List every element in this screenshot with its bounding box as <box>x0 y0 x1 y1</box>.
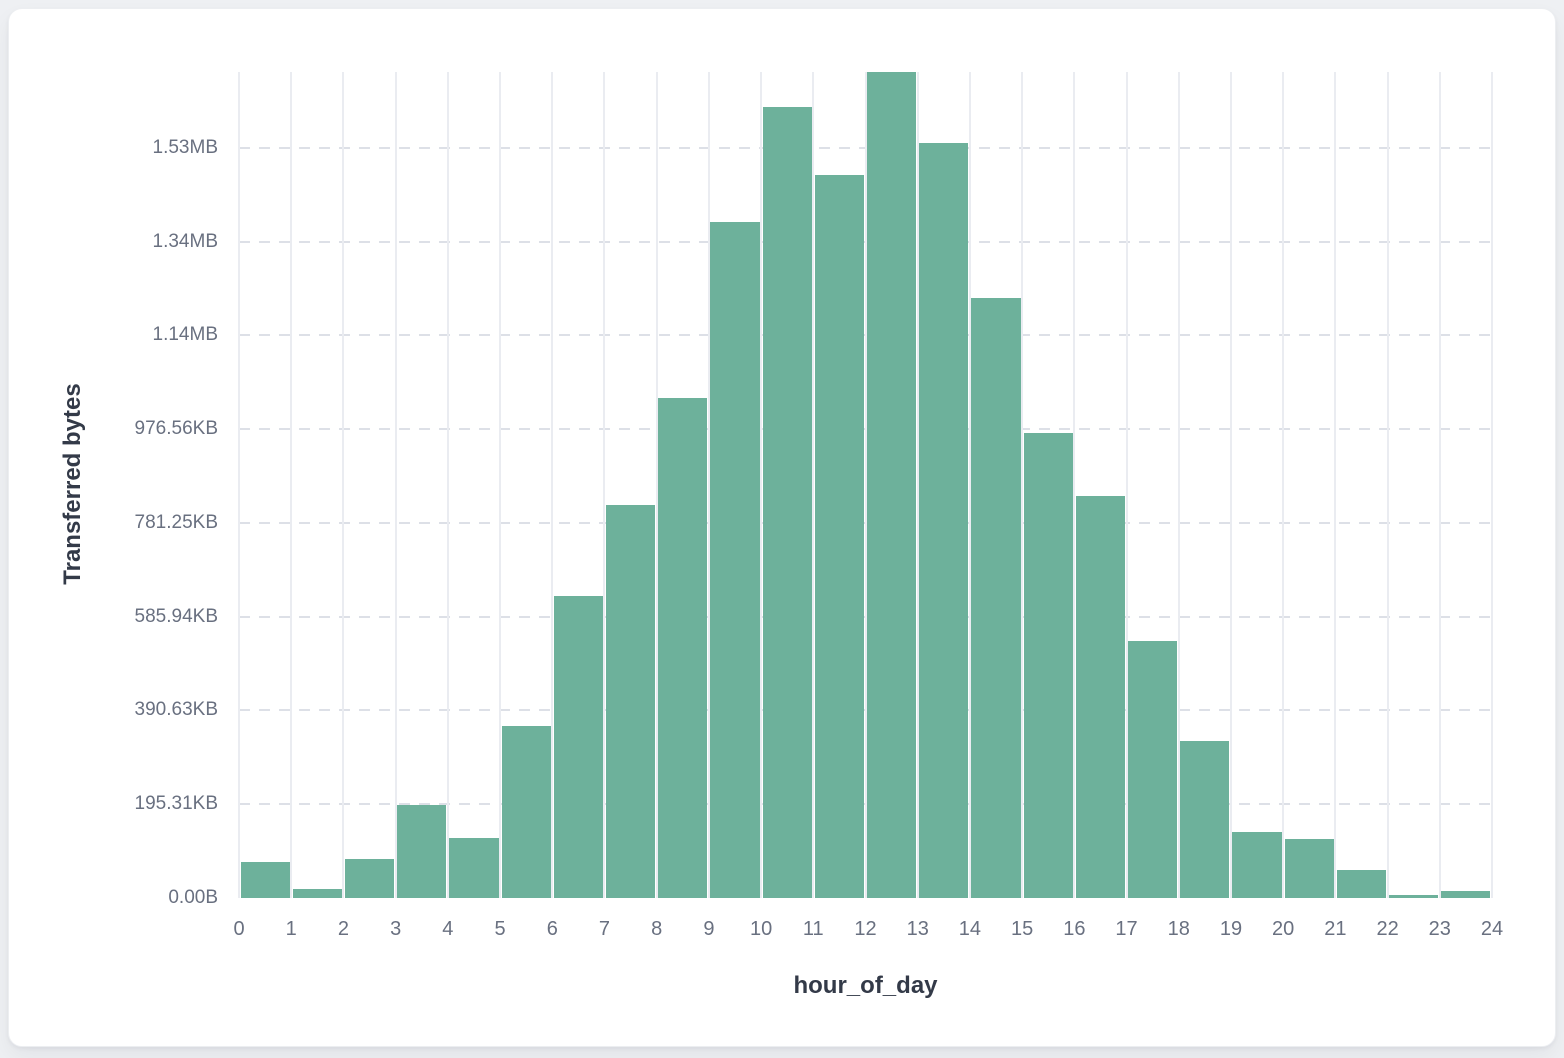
y-axis-tick-label: 1.14MB <box>152 324 218 346</box>
x-gridline <box>394 72 397 898</box>
histogram-bar-hour-4[interactable] <box>449 838 499 898</box>
x-gridline <box>1021 72 1024 898</box>
x-axis-tick-label: 23 <box>1428 918 1451 940</box>
x-axis-tick-label: 11 <box>802 918 824 940</box>
y-axis-tick-label: 195.31KB <box>134 793 218 815</box>
x-axis-tick-label: 6 <box>546 918 558 940</box>
histogram-bar-hour-5[interactable] <box>501 725 551 898</box>
x-gridline <box>551 72 554 898</box>
histogram-bar-hour-18[interactable] <box>1180 740 1230 898</box>
histogram-bar-hour-13[interactable] <box>919 143 969 898</box>
x-axis-tick-label: 15 <box>1011 918 1034 940</box>
histogram-bar-hour-0[interactable] <box>240 862 290 898</box>
histogram-bar-hour-8[interactable] <box>658 397 708 898</box>
histogram-bar-hour-19[interactable] <box>1232 831 1282 898</box>
x-gridline <box>1334 72 1337 898</box>
x-gridline <box>707 72 710 898</box>
histogram-bar-hour-6[interactable] <box>553 596 603 898</box>
x-axis-tick-label: 13 <box>906 918 929 940</box>
x-axis-tick-label: 0 <box>233 918 245 940</box>
x-axis-tick-label: 16 <box>1063 918 1086 940</box>
histogram-bar-hour-16[interactable] <box>1075 495 1126 898</box>
x-axis-tick-label: 10 <box>749 918 773 940</box>
x-gridline <box>1491 72 1493 898</box>
y-axis-tick-label: 390.63KB <box>134 699 218 721</box>
x-gridline <box>655 72 658 898</box>
x-axis-tick-label: 14 <box>958 918 982 940</box>
histogram-bar-hour-12[interactable] <box>867 72 917 898</box>
x-gridline <box>446 72 449 898</box>
x-axis-tick-label: 7 <box>598 918 611 940</box>
x-gridline <box>1282 72 1285 898</box>
histogram-bar-hour-14[interactable] <box>971 298 1021 898</box>
x-axis-tick-label: 12 <box>854 918 877 940</box>
x-gridline <box>1438 72 1441 898</box>
x-gridline <box>342 72 345 898</box>
y-axis-tick-label: 781.25KB <box>134 511 218 533</box>
x-gridline <box>603 72 606 898</box>
x-axis-tick-label: 24 <box>1480 918 1504 940</box>
x-gridline <box>1386 72 1389 898</box>
x-axis-title: hour_of_day <box>793 972 938 999</box>
x-gridline <box>1073 72 1076 898</box>
x-gridline <box>864 72 867 898</box>
y-axis-tick-label: 0.00B <box>168 887 218 908</box>
histogram-bar-hour-9[interactable] <box>710 221 760 898</box>
x-axis-tick-label: 21 <box>1324 918 1347 940</box>
x-axis-tick-label: 3 <box>390 918 402 940</box>
histogram-bar-hour-11[interactable] <box>814 175 864 898</box>
y-axis-title: Transferred bytes <box>59 383 86 585</box>
y-axis-tick-label: 1.34MB <box>152 230 218 252</box>
x-gridline <box>968 72 971 898</box>
x-gridline <box>238 72 240 898</box>
x-gridline <box>1125 72 1128 898</box>
histogram-bar-hour-7[interactable] <box>605 505 656 898</box>
x-gridline <box>760 72 763 898</box>
histogram-bar-hour-21[interactable] <box>1336 870 1387 898</box>
x-axis-tick-label: 2 <box>337 918 349 940</box>
histogram-bar-hour-10[interactable] <box>762 106 812 898</box>
histogram-bar-hour-17[interactable] <box>1128 641 1178 898</box>
plot-area: 0.00B 195.31KB 390.63KB 585.94KB 781.25KB 976… <box>135 72 1503 940</box>
y-axis-tick-label: 1.53MB <box>152 136 218 158</box>
x-axis-tick-label: 18 <box>1167 918 1190 940</box>
y-axis-tick-label: 976.56KB <box>134 418 218 440</box>
histogram-bar-hour-23[interactable] <box>1441 890 1491 898</box>
x-axis-tick-label: 20 <box>1272 918 1295 940</box>
x-gridline <box>290 72 293 898</box>
x-axis-tick-label: 8 <box>651 918 663 940</box>
x-gridline <box>499 72 502 898</box>
x-axis-tick-label: 19 <box>1219 918 1243 940</box>
x-gridline <box>1177 72 1180 898</box>
x-gridline <box>916 72 919 898</box>
chart-card: 0.00B 195.31KB 390.63KB 585.94KB 781.25KB 976… <box>8 8 1556 1047</box>
histogram-bar-hour-1[interactable] <box>292 889 342 898</box>
x-axis-tick-label: 9 <box>703 918 715 940</box>
histogram-bar-hour-15[interactable] <box>1023 432 1073 898</box>
x-axis-tick-label: 4 <box>442 918 454 940</box>
histogram-bar-hour-3[interactable] <box>397 804 447 898</box>
x-gridline <box>812 72 815 898</box>
x-gridline <box>1229 72 1232 898</box>
x-axis-tick-label: 17 <box>1115 918 1138 940</box>
x-axis-tick-label: 5 <box>494 918 506 940</box>
y-axis-tick-label: 585.94KB <box>134 605 218 627</box>
x-axis-tick-label: 22 <box>1376 918 1399 940</box>
histogram-bar-hour-2[interactable] <box>344 859 395 898</box>
x-axis-tick-label: 1 <box>285 918 297 940</box>
histogram-bar-hour-20[interactable] <box>1284 839 1334 898</box>
histogram-bar-hour-22[interactable] <box>1389 894 1439 898</box>
